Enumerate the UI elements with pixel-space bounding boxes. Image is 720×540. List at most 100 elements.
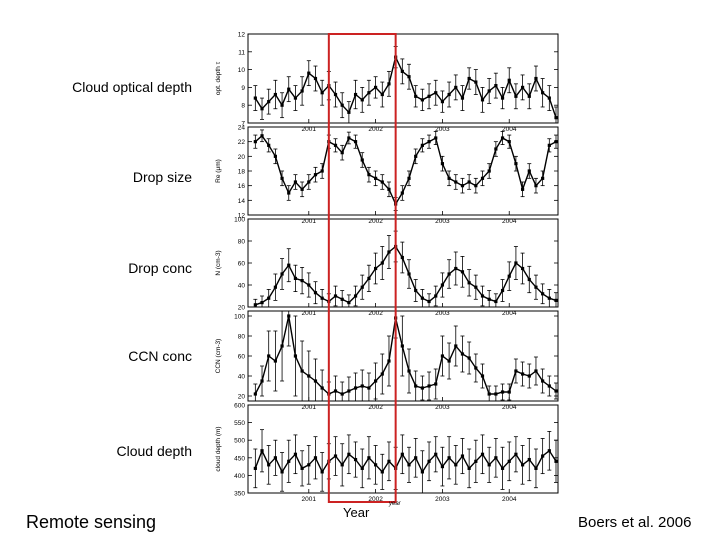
data-point <box>353 92 358 97</box>
data-point <box>487 89 491 93</box>
data-point <box>440 162 445 166</box>
x-tick-label: 2004 <box>502 496 517 503</box>
x-tick-label: 2001 <box>302 404 317 411</box>
y-tick-label: 7 <box>241 121 245 128</box>
data-point <box>440 100 445 104</box>
data-point <box>293 452 298 456</box>
data-point <box>253 140 257 144</box>
data-point <box>273 359 277 363</box>
data-point <box>420 386 424 390</box>
panel-frame <box>247 218 559 308</box>
x-tick-label: 2004 <box>502 126 517 133</box>
data-point <box>440 465 445 469</box>
data-point <box>360 466 364 470</box>
data-point <box>300 369 304 373</box>
data-point <box>514 452 518 456</box>
data-point <box>520 85 525 89</box>
data-point <box>320 91 324 95</box>
data-point <box>287 263 291 267</box>
data-point <box>253 392 257 396</box>
data-point <box>420 296 424 300</box>
y-tick-label: 500 <box>234 438 245 445</box>
data-point <box>527 457 531 462</box>
y-tick-label: 14 <box>238 198 246 205</box>
data-point <box>273 285 277 289</box>
data-point <box>340 297 344 301</box>
year-axis-small-label: year <box>389 501 401 507</box>
data-point <box>487 463 491 467</box>
data-point <box>447 359 451 363</box>
data-point <box>541 91 545 95</box>
data-point <box>541 292 545 296</box>
data-point <box>407 463 411 467</box>
data-point <box>460 96 465 100</box>
data-point <box>313 173 318 177</box>
data-point <box>380 261 384 265</box>
data-point <box>267 463 271 467</box>
data-point <box>387 459 391 463</box>
y-axis-label: N (cm-3) <box>215 250 222 275</box>
data-point <box>547 296 551 300</box>
x-tick-label: 2001 <box>302 126 317 133</box>
data-point <box>374 85 378 89</box>
data-point <box>374 266 378 271</box>
data-point <box>447 176 451 180</box>
y-tick-label: 16 <box>238 183 246 190</box>
y-tick-label: 22 <box>238 139 246 146</box>
data-point <box>407 272 411 276</box>
data-point <box>313 291 318 295</box>
data-point <box>300 279 304 283</box>
data-point <box>427 299 431 304</box>
data-point <box>454 463 458 467</box>
data-point <box>507 390 511 394</box>
data-point <box>380 470 384 474</box>
data-point <box>487 169 491 173</box>
data-point <box>467 180 471 184</box>
remote-sensing-caption: Remote sensing <box>26 512 157 532</box>
data-point <box>353 294 358 298</box>
data-point <box>307 283 311 287</box>
series-line <box>255 245 557 306</box>
data-point <box>520 187 525 191</box>
data-point <box>440 283 445 287</box>
data-point <box>494 392 498 396</box>
data-point <box>407 369 411 373</box>
data-point <box>480 452 485 456</box>
data-point <box>500 390 505 394</box>
data-point <box>534 184 538 188</box>
data-point <box>534 466 538 470</box>
data-point <box>460 270 465 274</box>
data-point <box>260 134 264 138</box>
data-point <box>547 384 551 388</box>
y-tick-label: 12 <box>238 32 246 39</box>
series-line <box>254 449 557 474</box>
y-tick-label: 350 <box>234 491 245 498</box>
data-point <box>293 180 298 184</box>
data-point <box>534 369 538 373</box>
data-point <box>260 449 264 453</box>
y-tick-label: 9 <box>241 85 245 92</box>
x-tick-label: 2002 <box>368 310 383 317</box>
data-point <box>374 379 378 383</box>
data-point <box>300 89 304 93</box>
data-point <box>447 92 451 97</box>
series-line <box>254 55 557 118</box>
data-point <box>253 96 257 100</box>
data-point <box>300 187 304 191</box>
data-point <box>400 255 404 260</box>
data-point <box>253 303 257 307</box>
data-point <box>267 354 271 358</box>
data-point <box>494 84 498 88</box>
data-point <box>474 80 478 84</box>
data-point <box>434 294 438 298</box>
data-point <box>454 180 458 184</box>
y-axis-label: CCN (cm-3) <box>215 339 222 374</box>
data-point <box>387 250 391 254</box>
data-point <box>313 456 318 460</box>
data-point <box>494 147 498 151</box>
panel-frame <box>247 404 559 494</box>
data-point <box>520 266 525 271</box>
data-point <box>474 184 478 188</box>
data-point <box>273 154 277 158</box>
data-point <box>267 143 271 147</box>
